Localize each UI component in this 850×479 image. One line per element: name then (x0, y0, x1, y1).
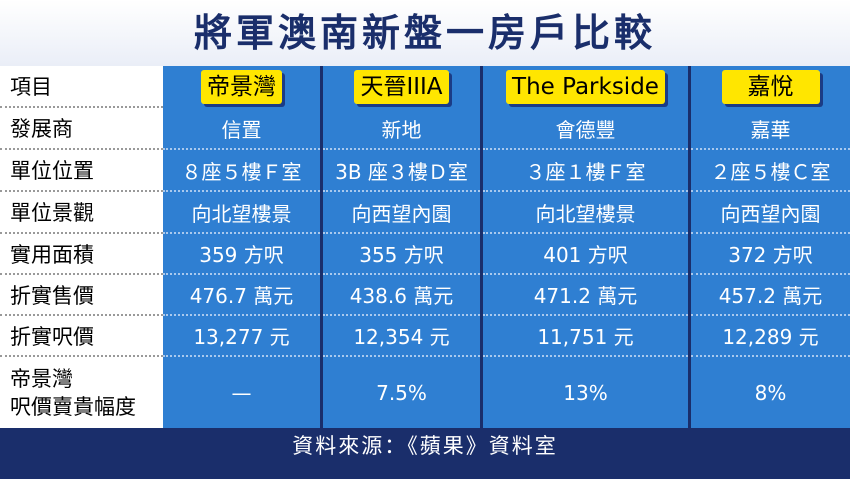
column-header: The Parkside (483, 66, 688, 108)
area-cell: 355 方呎 (323, 234, 480, 275)
unit-cell: ２座５樓Ｃ室 (691, 150, 850, 192)
source-footer: 資料來源：《蘋果》資料室 (0, 428, 850, 479)
unit-cell: ３座１樓Ｆ室 (483, 150, 688, 192)
estate-name-tag: 天晉IIIA (354, 70, 449, 104)
row-label-unit: 單位位置 (0, 150, 163, 192)
row-label-psf: 折實呎價 (0, 316, 163, 357)
price-cell: 476.7 萬元 (163, 275, 320, 316)
row-label-item: 項目 (0, 66, 163, 108)
psf-cell: 12,289 元 (691, 316, 850, 357)
psf-cell: 11,751 元 (483, 316, 688, 357)
view-cell: 向西望內園 (323, 192, 480, 234)
row-label-price: 折實售價 (0, 275, 163, 316)
price-cell: 457.2 萬元 (691, 275, 850, 316)
psf-cell: 12,354 元 (323, 316, 480, 357)
unit-cell: ８座５樓Ｆ室 (163, 150, 320, 192)
premium-cell: — (231, 380, 252, 405)
row-labels: 項目 發展商 單位位置 單位景觀 實用面積 折實售價 折實呎價 帝景灣 呎價賣貴… (0, 66, 163, 428)
column-header: 帝景灣 (163, 66, 320, 108)
column-estate-4: 嘉悅 嘉華 ２座５樓Ｃ室 向西望內園 372 方呎 457.2 萬元 12,28… (691, 66, 850, 428)
column-header: 天晉IIIA (323, 66, 480, 108)
page-title: 將軍澳南新盤一房戶比較 (0, 0, 850, 66)
row-label-developer: 發展商 (0, 108, 163, 150)
column-estate-3: The Parkside 會德豐 ３座１樓Ｆ室 向北望樓景 401 方呎 471… (483, 66, 688, 428)
estate-name-tag: The Parkside (506, 70, 665, 104)
row-label-area: 實用面積 (0, 234, 163, 275)
column-estate-2: 天晉IIIA 新地 3B 座３樓Ｄ室 向西望內園 355 方呎 438.6 萬元… (323, 66, 480, 428)
price-cell: 471.2 萬元 (483, 275, 688, 316)
area-cell: 359 方呎 (163, 234, 320, 275)
premium-cell: 8% (754, 380, 787, 405)
row-label-premium-line1: 帝景灣 (10, 366, 73, 391)
comparison-table: 項目 發展商 單位位置 單位景觀 實用面積 折實售價 折實呎價 帝景灣 呎價賣貴… (0, 66, 850, 428)
premium-cell: 7.5% (376, 380, 427, 405)
column-estate-1: 帝景灣 信置 ８座５樓Ｆ室 向北望樓景 359 方呎 476.7 萬元 13,2… (163, 66, 320, 428)
unit-cell: 3B 座３樓Ｄ室 (323, 150, 480, 192)
psf-cell: 13,277 元 (163, 316, 320, 357)
premium-cell: 13% (563, 380, 608, 405)
view-cell: 向北望樓景 (483, 192, 688, 234)
column-header: 嘉悅 (691, 66, 850, 108)
developer-cell: 會德豐 (483, 108, 688, 150)
developer-cell: 新地 (323, 108, 480, 150)
estate-name-tag: 帝景灣 (201, 70, 282, 104)
estate-name-tag: 嘉悅 (721, 70, 820, 104)
view-cell: 向西望內園 (691, 192, 850, 234)
area-cell: 401 方呎 (483, 234, 688, 275)
view-cell: 向北望樓景 (163, 192, 320, 234)
developer-cell: 信置 (163, 108, 320, 150)
row-label-premium-line2: 呎價賣貴幅度 (10, 394, 136, 419)
price-cell: 438.6 萬元 (323, 275, 480, 316)
row-label-premium: 帝景灣 呎價賣貴幅度 (0, 357, 163, 428)
row-label-view: 單位景觀 (0, 192, 163, 234)
area-cell: 372 方呎 (691, 234, 850, 275)
developer-cell: 嘉華 (691, 108, 850, 150)
